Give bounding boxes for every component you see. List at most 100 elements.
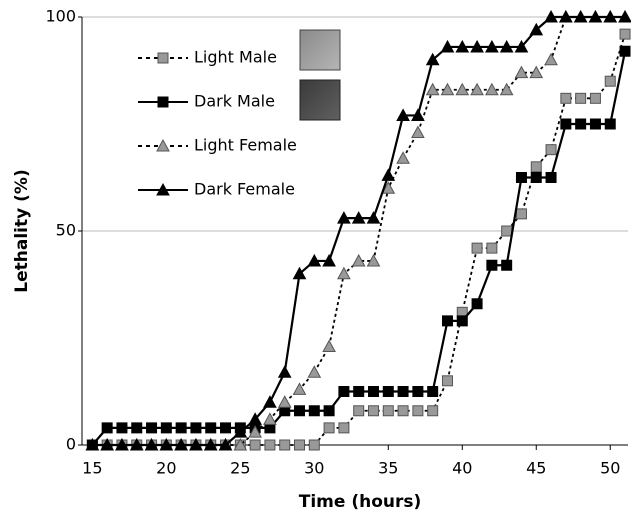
data-point (514, 39, 529, 53)
data-point (499, 39, 514, 53)
data-point (604, 75, 616, 87)
data-point (589, 118, 601, 130)
data-point (382, 386, 394, 397)
series-line (91, 51, 627, 446)
data-point (427, 405, 439, 417)
data-point (588, 9, 603, 23)
data-point (292, 266, 307, 280)
data-point (337, 211, 351, 224)
data-point (308, 405, 320, 417)
data-point (248, 425, 262, 438)
data-point (397, 405, 409, 417)
legend-marker (157, 96, 169, 108)
data-point (544, 9, 558, 23)
data-point (515, 172, 527, 183)
data-point (144, 437, 159, 451)
data-point (411, 108, 425, 121)
data-point (470, 82, 484, 96)
data-point (412, 405, 424, 417)
data-point (101, 422, 113, 434)
data-point (470, 39, 484, 53)
data-point (323, 422, 335, 434)
light-swatch-image (299, 29, 341, 71)
data-point (619, 45, 631, 57)
data-point (190, 422, 202, 434)
y-tick-label: 50 (56, 221, 76, 240)
data-point (351, 211, 366, 224)
x-tick-label: 30 (304, 459, 324, 478)
data-point (411, 125, 425, 139)
y-tick-label: 0 (66, 435, 76, 454)
data-point (575, 118, 587, 130)
data-point (514, 65, 529, 79)
data-point (485, 82, 499, 96)
data-point (530, 172, 542, 183)
data-point (486, 242, 498, 254)
data-point (218, 437, 233, 451)
data-point (367, 405, 379, 417)
data-point (412, 386, 424, 397)
data-point (529, 65, 544, 79)
data-point (160, 422, 172, 434)
data-point (397, 386, 409, 397)
data-point (175, 422, 187, 434)
data-point (515, 208, 527, 220)
data-point (396, 151, 410, 164)
data-point (338, 386, 350, 397)
data-point (294, 405, 306, 417)
series-line (92, 33, 626, 446)
data-point (366, 211, 381, 224)
data-point (382, 405, 394, 417)
x-tick-label: 45 (526, 459, 546, 478)
data-point (308, 439, 320, 451)
data-point (353, 405, 365, 417)
data-point (366, 253, 381, 267)
data-point (367, 386, 379, 397)
legend-marker (157, 52, 169, 64)
data-point (441, 315, 453, 327)
data-point (249, 439, 261, 451)
data-point (455, 39, 470, 53)
data-point (205, 422, 217, 434)
data-point (233, 437, 248, 451)
data-point (351, 253, 366, 267)
legend-label: Light Male (194, 48, 277, 67)
data-point (396, 108, 410, 121)
data-point (529, 22, 544, 36)
dark-swatch-image (299, 79, 341, 121)
data-point (322, 339, 336, 353)
legend-label: Light Female (194, 136, 297, 155)
data-point (292, 382, 307, 395)
data-point (263, 412, 277, 425)
data-point (381, 168, 396, 181)
data-point (131, 422, 143, 434)
data-point (618, 9, 631, 23)
data-point (220, 422, 232, 434)
x-axis-title: Time (hours) (299, 492, 422, 512)
data-point (129, 437, 144, 451)
data-point (337, 266, 351, 280)
data-point (589, 92, 601, 104)
legend-label: Dark Female (194, 180, 295, 199)
data-point (499, 82, 514, 96)
data-point (471, 298, 483, 310)
data-point (294, 439, 306, 451)
x-tick-label: 50 (600, 459, 620, 478)
data-point (203, 437, 218, 451)
data-point (353, 386, 365, 397)
data-point (100, 437, 114, 451)
data-point (603, 9, 618, 23)
x-tick-label: 25 (230, 459, 250, 478)
data-point (85, 437, 100, 451)
data-point (277, 365, 292, 378)
data-point (486, 259, 498, 271)
data-point (440, 39, 455, 53)
x-tick-label: 15 (82, 459, 102, 478)
data-point (619, 28, 631, 40)
x-tick-label: 35 (378, 459, 398, 478)
data-point (441, 375, 453, 387)
data-point (425, 82, 440, 96)
data-point (485, 39, 499, 53)
